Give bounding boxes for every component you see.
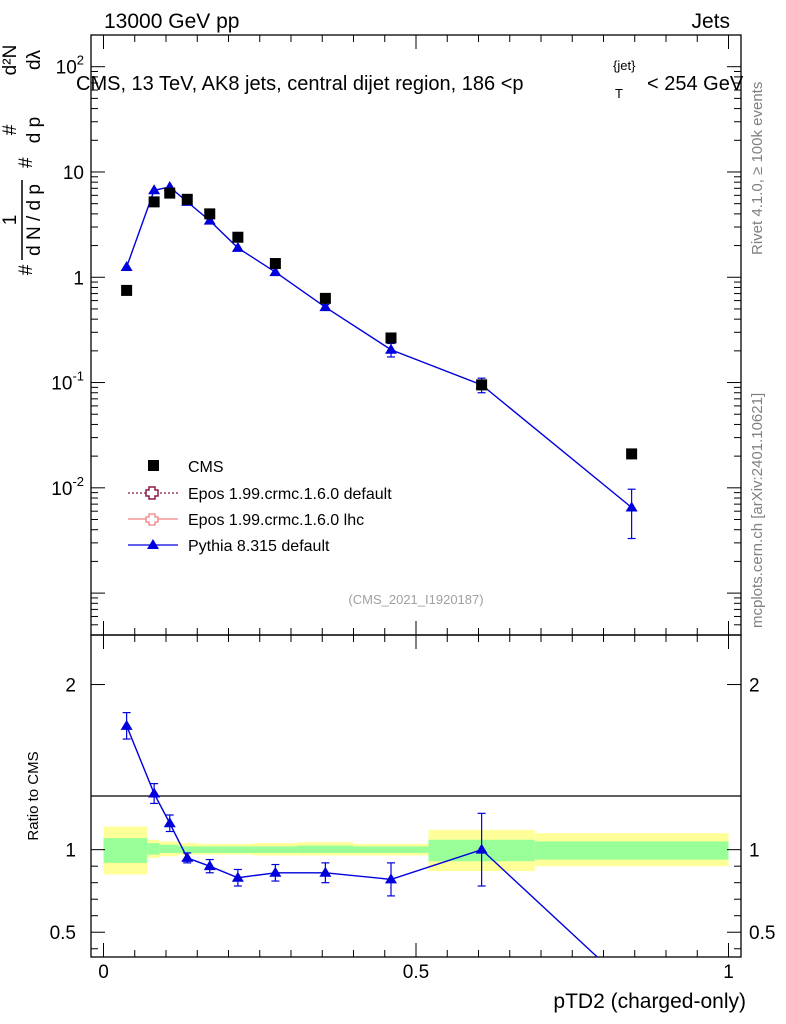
legend-label-epos-default: Epos 1.99.crmc.1.6.0 default bbox=[188, 486, 392, 503]
cms-point bbox=[148, 196, 160, 208]
ratio-y-tick-label-right: 1 bbox=[749, 841, 760, 862]
main-series bbox=[120, 180, 638, 540]
legend-label-pythia: Pythia 8.315 default bbox=[188, 538, 330, 555]
ratio-pythia-point bbox=[203, 860, 216, 871]
ratio-band-inner bbox=[222, 846, 254, 853]
x-tick-label: 0 bbox=[98, 962, 109, 983]
svg-text:d p: d p bbox=[24, 117, 45, 143]
cms-point bbox=[269, 258, 281, 270]
cms-point bbox=[204, 208, 216, 220]
cms-point bbox=[232, 231, 244, 243]
ratio-pythia-point bbox=[319, 866, 332, 877]
pythia-point bbox=[203, 214, 216, 225]
ratio-pythia-point bbox=[475, 843, 488, 854]
svg-text:#: # bbox=[16, 264, 37, 275]
cms-point bbox=[121, 284, 133, 296]
main-y-tick-label: 1 bbox=[73, 268, 84, 289]
legend-label-cms: CMS bbox=[188, 459, 224, 476]
ratio-series bbox=[120, 712, 598, 958]
main-y-tick-label: 10 bbox=[63, 163, 84, 184]
main-y-axis-label: # d N / d p 1 # d p # dλ d²N bbox=[0, 45, 45, 276]
cms-point bbox=[164, 187, 176, 199]
ratio-band-inner bbox=[253, 846, 298, 853]
ratio-y-tick-label-left: 1 bbox=[65, 841, 76, 862]
main-y-tick-label: 10-2 bbox=[51, 474, 84, 500]
rivet-version-label: Rivet 4.1.0, ≥ 100k events bbox=[749, 82, 766, 255]
ratio-uncertainty-bands bbox=[103, 826, 729, 875]
cms-point bbox=[385, 332, 397, 344]
cms-point bbox=[181, 193, 193, 205]
legend-label-epos-lhc: Epos 1.99.crmc.1.6.0 lhc bbox=[188, 512, 364, 529]
pythia-point bbox=[269, 266, 282, 277]
legend: CMS Epos 1.99.crmc.1.6.0 default Epos 1.… bbox=[128, 459, 392, 555]
ratio-y-tick-label-right: 0.5 bbox=[749, 923, 775, 944]
main-y-tick-label: 10-1 bbox=[51, 369, 84, 395]
ratio-pythia-point bbox=[181, 851, 194, 862]
title-end: < 254 GeV bbox=[647, 73, 744, 95]
x-tick-label: 0.5 bbox=[403, 962, 429, 983]
svg-text:d N / d p: d N / d p bbox=[24, 184, 45, 256]
title-subscript: T bbox=[615, 86, 623, 101]
ratio-pythia-point bbox=[385, 873, 397, 884]
cms-point bbox=[626, 448, 638, 460]
ratio-band-inner bbox=[534, 841, 729, 860]
mcplots-credit-label: mcplots.cern.ch [arXiv:2401.10621] bbox=[749, 393, 766, 628]
pythia-point bbox=[319, 301, 332, 312]
title-main: CMS, 13 TeV, AK8 jets, central dijet reg… bbox=[76, 73, 524, 95]
legend-marker-pythia bbox=[147, 539, 159, 549]
ratio-y-tick-label-right: 2 bbox=[749, 676, 760, 697]
ratio-band-inner bbox=[103, 838, 148, 863]
ratio-y-tick-label-left: 2 bbox=[65, 676, 76, 697]
cms-point bbox=[476, 379, 488, 391]
ratio-pythia-point bbox=[269, 866, 282, 877]
pythia-point bbox=[148, 184, 161, 195]
svg-text:d²N: d²N bbox=[0, 45, 21, 76]
svg-text:dλ: dλ bbox=[24, 49, 45, 70]
header-right: Jets bbox=[691, 10, 730, 33]
ratio-band-inner bbox=[178, 846, 198, 853]
ratio-band-inner bbox=[147, 843, 160, 855]
pythia-point bbox=[625, 501, 638, 512]
legend-marker-cms bbox=[148, 460, 159, 471]
ratio-axis-ticks: 0.5 0.5 1 1 2 2 0 0.5 1 bbox=[50, 635, 775, 983]
ratio-band-inner bbox=[197, 846, 223, 853]
header-left: 13000 GeV pp bbox=[104, 10, 239, 33]
svg-text:#: # bbox=[0, 124, 21, 135]
cms-point bbox=[319, 292, 331, 304]
svg-text:#: # bbox=[16, 157, 37, 168]
ratio-band-inner bbox=[353, 846, 429, 853]
legend-marker-epos-lhc bbox=[145, 513, 159, 526]
x-tick-label: 1 bbox=[723, 962, 734, 983]
ratio-y-tick-label-left: 0.5 bbox=[50, 923, 76, 944]
pythia-point bbox=[120, 261, 133, 272]
analysis-id-watermark: (CMS_2021_I1920187) bbox=[348, 592, 483, 607]
ratio-pythia-point bbox=[120, 719, 133, 730]
ratio-band-inner bbox=[159, 844, 179, 853]
legend-marker-epos-default bbox=[145, 486, 159, 500]
ratio-pythia-point bbox=[163, 817, 176, 828]
pythia-point bbox=[231, 241, 244, 252]
title-superscript: {jet} bbox=[613, 58, 636, 73]
svg-text:1: 1 bbox=[0, 215, 21, 226]
ratio-pythia-point bbox=[231, 871, 244, 882]
pythia-point bbox=[385, 343, 397, 354]
ratio-y-axis-label: Ratio to CMS bbox=[25, 751, 42, 840]
ratio-band-inner bbox=[297, 845, 354, 853]
ratio-pythia-point bbox=[148, 787, 161, 798]
plot-title: CMS, 13 TeV, AK8 jets, central dijet reg… bbox=[76, 58, 744, 101]
x-axis-label: pTD2 (charged-only) bbox=[553, 990, 746, 1013]
